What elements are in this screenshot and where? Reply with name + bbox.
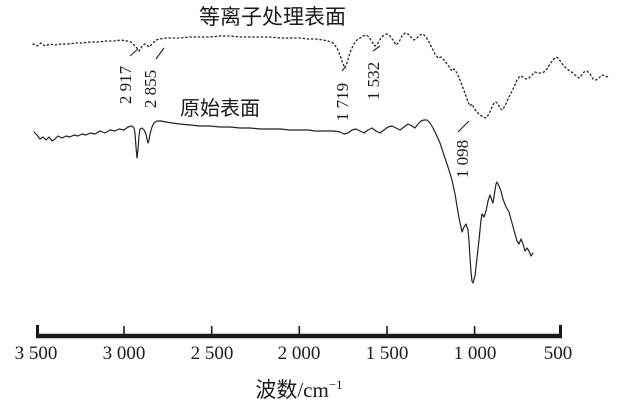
original-series-label: 原始表面: [180, 98, 260, 120]
plasma-series-label: 等离子处理表面: [199, 5, 346, 29]
pointer-2917: [129, 48, 139, 57]
peak-pointer-lines: [129, 45, 470, 133]
x-tick-1500: 1 500: [365, 343, 409, 364]
x-axis-title-base: 波数/cm: [255, 378, 329, 402]
x-tick-2000: 2 000: [277, 343, 321, 364]
pointer-1719: [341, 65, 347, 72]
x-tick-2500: 2 500: [190, 343, 234, 364]
pointer-1532: [372, 45, 381, 52]
x-tick-3500: 3 500: [14, 343, 58, 364]
x-tick-3000: 3 000: [102, 343, 146, 364]
plasma-treated-curve: [32, 32, 611, 119]
x-tick-1000: 1 000: [453, 343, 497, 364]
x-axis-title-exponent: −1: [328, 377, 343, 392]
original-surface-curve: [33, 119, 534, 284]
pointer-1098: [457, 120, 470, 133]
x-axis-title: 波数/cm−1: [199, 374, 399, 402]
x-tick-500: 500: [543, 343, 573, 364]
pointer-2855: [155, 47, 165, 60]
x-axis-ticks: [123, 326, 476, 334]
x-axis: [36, 325, 562, 339]
